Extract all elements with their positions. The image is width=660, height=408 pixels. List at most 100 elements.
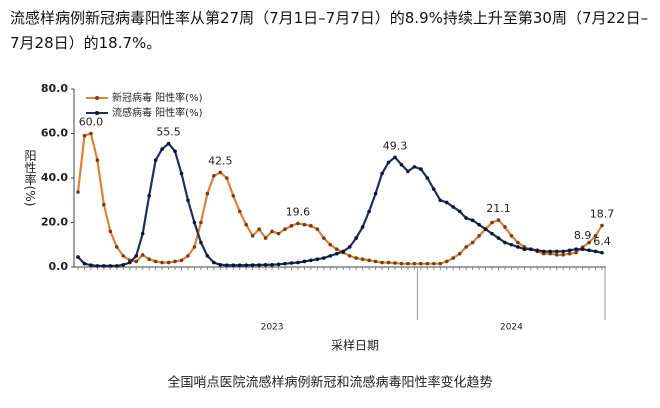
point — [224, 176, 229, 180]
point — [173, 259, 177, 264]
point — [419, 167, 423, 171]
point — [541, 249, 546, 254]
point — [257, 263, 261, 267]
data-label: 8.9 — [574, 229, 592, 242]
point — [393, 155, 397, 160]
point — [600, 250, 604, 255]
point — [250, 234, 255, 238]
point — [580, 247, 585, 251]
point — [593, 234, 598, 238]
point — [121, 262, 126, 267]
point — [354, 256, 358, 260]
legend-marker — [95, 96, 99, 100]
point — [587, 248, 591, 253]
point — [399, 162, 404, 167]
legend-label: 新冠病毒 阳性率(%) — [112, 91, 203, 104]
point — [102, 202, 106, 207]
point — [470, 240, 475, 245]
point — [380, 171, 384, 176]
point — [354, 236, 358, 240]
point — [483, 227, 488, 231]
point — [147, 194, 151, 198]
point — [244, 263, 248, 268]
point — [464, 216, 468, 220]
point — [257, 227, 261, 231]
point — [140, 231, 145, 236]
point — [166, 260, 171, 265]
point — [412, 261, 417, 266]
point — [393, 261, 397, 265]
point — [199, 240, 203, 245]
point — [212, 173, 216, 178]
point — [419, 261, 423, 266]
point — [302, 222, 307, 227]
data-label: 18.7 — [590, 207, 615, 220]
point — [548, 249, 553, 254]
point — [457, 209, 462, 214]
point — [535, 248, 540, 253]
point — [334, 247, 339, 251]
point — [192, 245, 197, 249]
point — [509, 234, 514, 238]
point — [115, 245, 119, 249]
point — [516, 245, 520, 249]
y-tick-label: 60.0 — [41, 127, 68, 140]
point — [276, 231, 281, 236]
point — [270, 262, 274, 267]
point — [205, 254, 210, 258]
point — [496, 218, 501, 222]
series-line — [76, 132, 603, 265]
point — [218, 170, 223, 175]
point — [451, 256, 456, 260]
point — [367, 209, 371, 214]
y-tick-label: 0.0 — [49, 260, 69, 273]
point — [561, 252, 565, 257]
point — [386, 160, 391, 165]
point — [328, 242, 333, 247]
data-label: 55.5 — [156, 126, 181, 139]
point — [192, 220, 197, 225]
point — [224, 263, 229, 268]
point — [115, 264, 119, 268]
point — [276, 262, 281, 267]
data-label: 21.1 — [486, 202, 511, 215]
point — [373, 191, 378, 196]
point — [186, 198, 190, 203]
point — [250, 263, 255, 267]
point — [263, 262, 268, 267]
point — [438, 198, 443, 203]
point — [95, 158, 100, 162]
point — [289, 224, 294, 228]
point — [283, 227, 287, 231]
chart-title: 全国哨点医院流感样病例新冠和流感病毒阳性率变化趋势 — [167, 375, 492, 391]
point — [373, 259, 378, 264]
point — [432, 187, 436, 191]
point — [199, 220, 203, 225]
point — [108, 264, 113, 268]
point — [574, 250, 578, 255]
point — [89, 131, 93, 136]
point — [406, 261, 410, 266]
point — [567, 251, 572, 256]
point — [341, 249, 346, 254]
point — [212, 260, 216, 265]
point — [82, 133, 87, 138]
point — [76, 255, 80, 259]
point — [296, 221, 300, 226]
point — [244, 222, 248, 227]
point — [315, 257, 320, 262]
point — [315, 227, 320, 231]
point — [179, 258, 184, 263]
point — [309, 258, 313, 263]
point — [574, 247, 578, 251]
point — [522, 247, 527, 251]
point — [82, 261, 87, 266]
point — [296, 260, 300, 265]
point — [490, 220, 494, 225]
point — [554, 252, 559, 257]
point — [263, 236, 268, 240]
point — [160, 147, 164, 151]
x-axis-label: 采样日期 — [331, 338, 379, 353]
point — [76, 190, 80, 194]
